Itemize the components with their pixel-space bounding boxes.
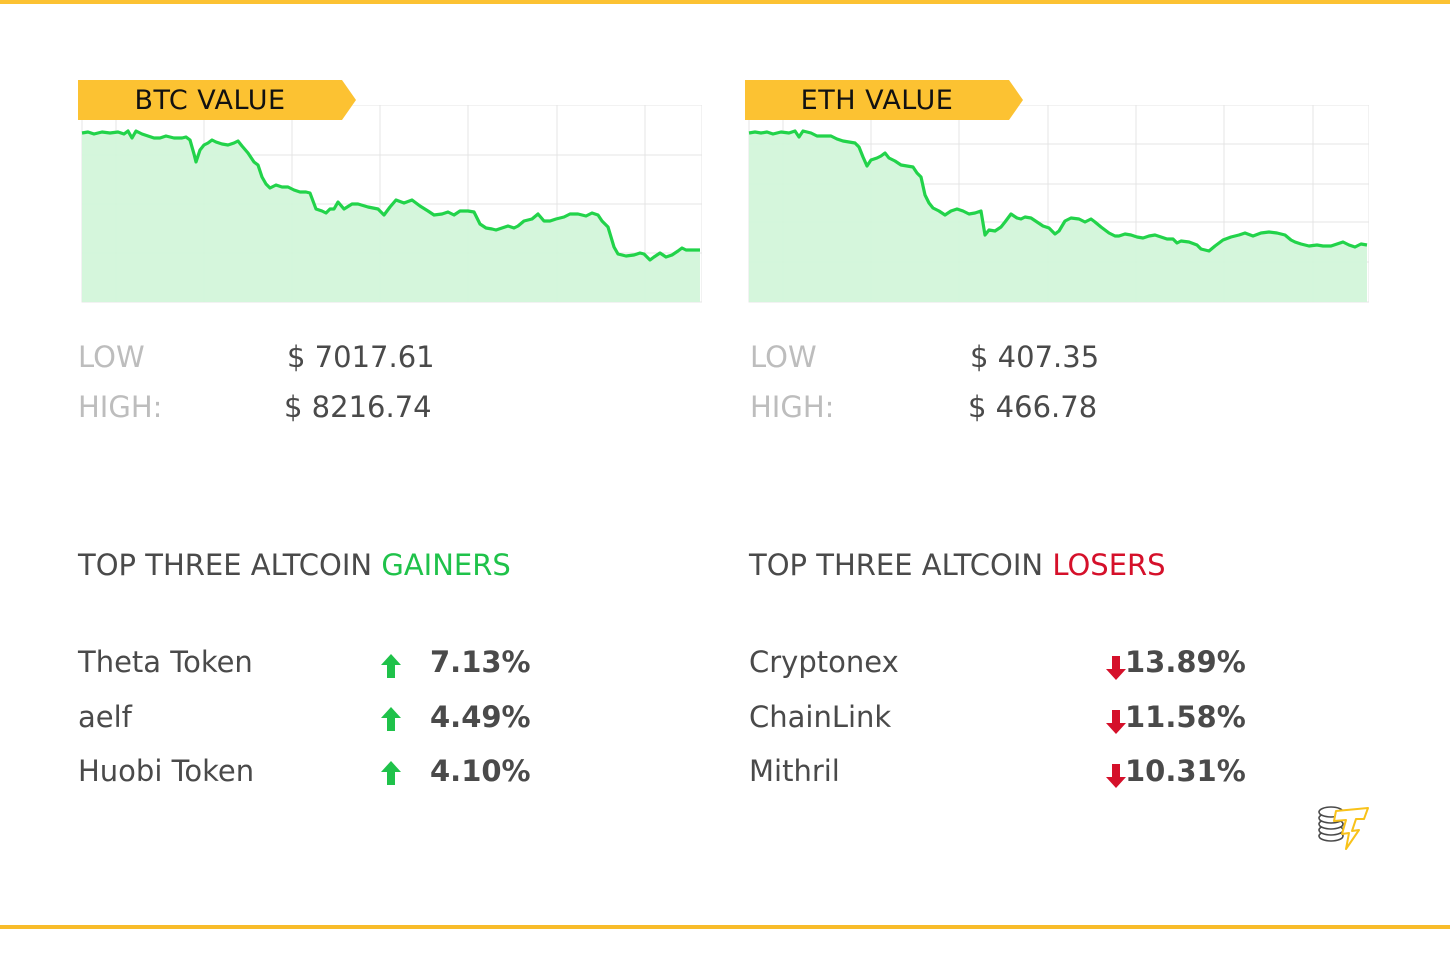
btc-low-value: $ 7017.61: [287, 340, 435, 374]
loser-pct: 10.31%: [1125, 754, 1246, 788]
eth-low-label: LOW: [750, 340, 817, 374]
btc-price-line: [81, 129, 700, 262]
eth-area-chart: [748, 105, 1369, 303]
eth-high-label: HIGH:: [750, 390, 835, 424]
losers-heading-prefix: TOP THREE ALTCOIN: [749, 548, 1053, 582]
eth-high-value: $ 466.78: [968, 390, 1098, 424]
coin-stack-lightning-logo-icon: [1318, 806, 1369, 850]
losers-heading: TOP THREE ALTCOIN LOSERS: [749, 548, 1166, 582]
arrow-up-icon: [381, 761, 401, 785]
arrow-down-icon: [1106, 710, 1126, 734]
eth-chart-title: ETH VALUE: [800, 85, 954, 116]
arrow-up-icon: [381, 654, 401, 678]
gainer-pct: 4.49%: [430, 700, 531, 734]
eth-low-value: $ 407.35: [970, 340, 1100, 374]
bottom-accent-bar: [0, 925, 1450, 929]
arrow-up-icon: [381, 707, 401, 731]
btc-high-label: HIGH:: [78, 390, 163, 424]
top-accent-bar: [0, 0, 1450, 4]
gainer-pct: 4.10%: [430, 754, 531, 788]
btc-title-ribbon: BTC VALUE: [78, 80, 356, 120]
gainers-heading-highlight: GAINERS: [381, 548, 511, 582]
loser-pct: 11.58%: [1125, 700, 1246, 734]
loser-name: Cryptonex: [749, 645, 899, 679]
eth-chart-panel: ETH VALUE: [745, 80, 1369, 305]
arrow-down-icon: [1106, 764, 1126, 788]
gainer-pct: 7.13%: [430, 645, 531, 679]
gainers-heading: TOP THREE ALTCOIN GAINERS: [78, 548, 511, 582]
eth-title-ribbon: ETH VALUE: [745, 80, 1023, 120]
eth-area-fill: [749, 131, 1367, 302]
eth-price-line: [748, 129, 1368, 253]
btc-low-label: LOW: [78, 340, 145, 374]
gainer-name: Theta Token: [78, 645, 253, 679]
loser-pct: 13.89%: [1125, 645, 1246, 679]
btc-area-chart: [81, 105, 702, 303]
gainer-name: Huobi Token: [78, 754, 255, 788]
losers-heading-highlight: LOSERS: [1052, 548, 1166, 582]
gainer-name: aelf: [78, 700, 132, 734]
arrow-down-icon: [1106, 656, 1126, 680]
btc-high-value: $ 8216.74: [284, 390, 432, 424]
btc-chart-panel: BTC VALUE: [78, 80, 702, 305]
loser-name: ChainLink: [749, 700, 892, 734]
loser-name: Mithril: [749, 754, 840, 788]
btc-chart-title: BTC VALUE: [134, 85, 286, 116]
gainers-heading-prefix: TOP THREE ALTCOIN: [78, 548, 382, 582]
btc-area-fill: [82, 131, 700, 302]
